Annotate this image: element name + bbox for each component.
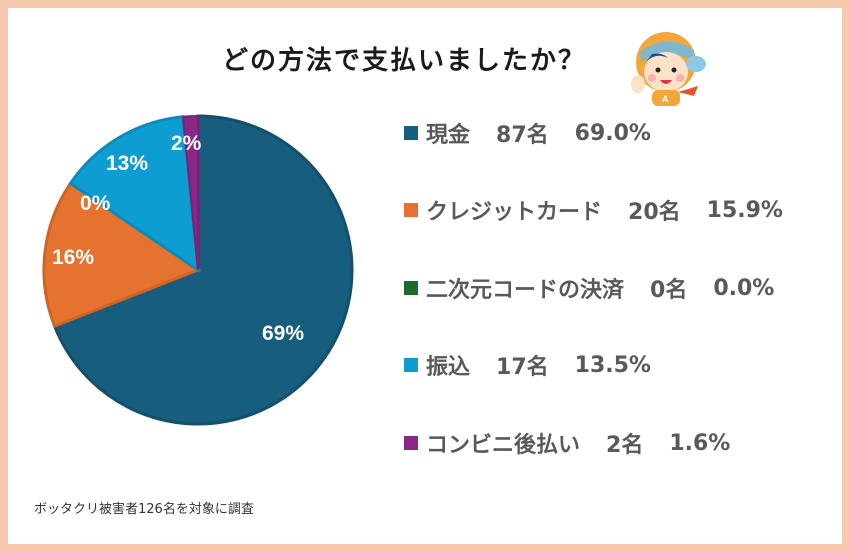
pie-label-konbini: 2% [171,132,202,155]
legend-swatch-konbini [404,436,418,450]
legend-label: 振込 [426,355,471,380]
legend-item-qr: 二次元コードの決済 0名 0.0% [404,272,774,304]
legend-percent: 0.0% [713,275,775,301]
pie-label-qr: 0% [80,192,111,215]
legend-label: コンビニ後払い [426,433,581,458]
pie-slice-transfer [68,115,200,274]
legend-percent: 69.0% [574,120,651,146]
legend-count: 0名 [650,278,688,303]
legend-label: 二次元コードの決済 [426,278,625,303]
pie-chart: 69% 16% 0% 13% 2% [42,114,354,426]
legend-percent: 13.5% [574,352,651,378]
legend-percent: 15.9% [706,197,783,223]
legend-item-credit: クレジットカード 20名 15.9% [404,194,783,226]
pie-slice-konbini [181,114,199,271]
legend-item-konbini: コンビニ後払い 2名 1.6% [404,427,730,459]
mascot-character-icon: A [631,32,706,106]
legend-swatch-qr [404,281,418,295]
legend-swatch-credit [404,203,418,217]
legend-count: 2名 [606,433,644,458]
svg-text:A: A [662,94,669,104]
pie-label-transfer: 13% [106,152,148,175]
legend-item-transfer: 振込 17名 13.5% [404,349,651,381]
pie-slice-cash [52,114,354,426]
legend-item-cash: 現金 87名 69.0% [404,117,651,149]
legend-count: 20名 [628,200,681,225]
legend-count: 87名 [496,123,549,148]
pie-label-credit: 16% [52,246,94,269]
chart-title: どの方法で支払いましたか？ [222,46,587,76]
survey-footnote: ボッタクリ被害者126名を対象に調査 [34,502,254,517]
legend-swatch-transfer [404,358,418,372]
legend-label: 現金 [426,123,471,148]
legend-percent: 1.6% [669,430,731,456]
legend-count: 17名 [496,355,549,380]
pie-label-cash: 69% [262,322,304,345]
legend-label: クレジットカード [426,200,603,225]
pie-slice-credit [42,181,202,329]
legend-swatch-cash [404,126,418,140]
